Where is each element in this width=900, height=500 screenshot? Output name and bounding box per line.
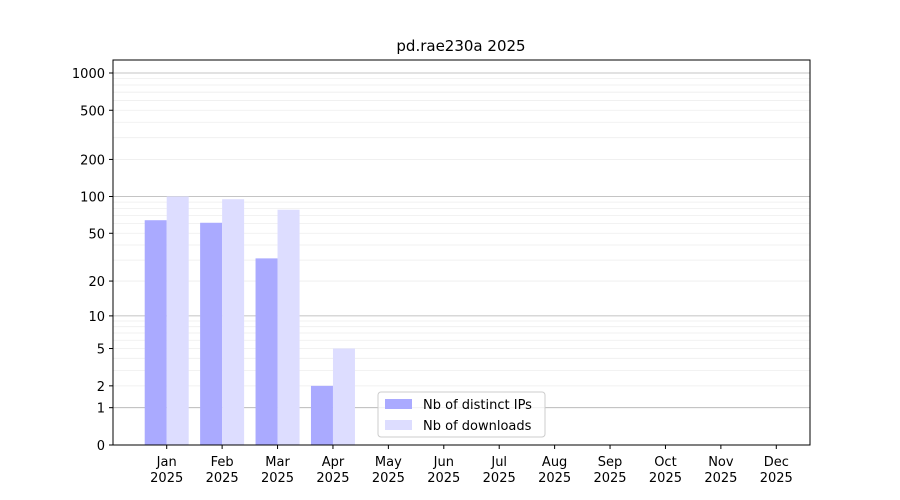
x-tick-label: Apr 2025: [316, 455, 349, 486]
x-tick-label: May 2025: [372, 455, 405, 486]
bar: [332, 348, 355, 445]
bar: [222, 199, 245, 445]
legend-label: Nb of downloads: [423, 419, 532, 434]
y-tick-label: 50: [88, 227, 105, 242]
x-tick-label: Dec 2025: [760, 455, 793, 486]
y-tick-label: 5: [97, 343, 105, 358]
x-tick-label: Sep 2025: [593, 455, 626, 486]
bar: [144, 220, 167, 445]
x-tick-label: Mar 2025: [261, 455, 294, 486]
y-tick-label: 10: [88, 310, 105, 325]
bar: [277, 209, 300, 445]
x-tick-label: Jan 2025: [150, 455, 183, 486]
legend-box: [377, 391, 546, 438]
legend: Nb of distinct IPs Nb of downloads: [377, 391, 546, 438]
x-tick-label: Aug 2025: [538, 455, 571, 486]
x-tick-label: Oct 2025: [649, 455, 682, 486]
y-tick-label: 1: [97, 402, 105, 417]
chart-title: pd.rae230a 2025: [396, 37, 525, 55]
bar: [200, 222, 223, 445]
x-tick-label: Jun 2025: [427, 455, 460, 486]
x-tick-label: Jul 2025: [483, 455, 516, 486]
bar: [255, 258, 278, 445]
y-tick-label: 500: [80, 104, 105, 119]
legend-swatch: [385, 399, 412, 409]
y-tick-label: 2: [97, 380, 105, 395]
bar: [166, 196, 189, 445]
y-tick-label: 1000: [72, 67, 105, 82]
y-tick-label: 100: [80, 190, 105, 205]
y-tick-label: 0: [97, 439, 105, 454]
legend-swatch: [385, 420, 412, 430]
plot-frame: [112, 59, 811, 446]
y-tick-label: 20: [88, 275, 105, 290]
y-tick-label: 200: [80, 153, 105, 168]
x-tick-label: Nov 2025: [704, 455, 737, 486]
legend-label: Nb of distinct IPs: [423, 398, 532, 413]
bar: [310, 385, 333, 445]
x-tick-label: Feb 2025: [206, 455, 239, 486]
